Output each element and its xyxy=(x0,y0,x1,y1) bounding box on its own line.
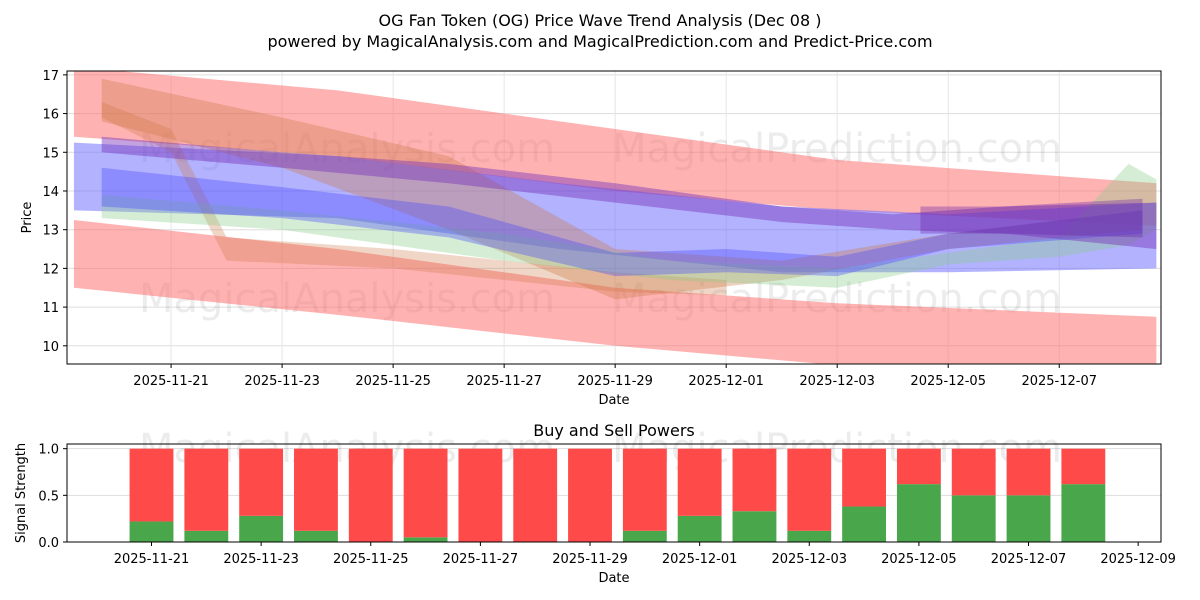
y-tick-label: 17 xyxy=(42,69,59,84)
band-upper-red xyxy=(73,71,1157,226)
band-lower-red xyxy=(73,220,1157,364)
y-tick-label: 15 xyxy=(42,146,59,161)
y-tick-label: 0.5 xyxy=(38,489,59,504)
buy-bar xyxy=(1061,484,1106,542)
y-tick-label: 0.0 xyxy=(38,536,59,551)
band-purple-dark xyxy=(920,198,1143,238)
x-axis-label: Date xyxy=(598,571,629,586)
band-brown xyxy=(101,78,1143,300)
sell-bar xyxy=(348,448,393,542)
sell-bar xyxy=(568,448,612,542)
x-tick-label: 2025-12-01 xyxy=(662,552,738,567)
band-green xyxy=(101,163,1157,288)
x-tick-label: 2025-11-27 xyxy=(443,552,519,567)
x-tick-label: 2025-12-07 xyxy=(1021,374,1097,389)
buy-bar xyxy=(896,484,941,542)
y-tick-label: 16 xyxy=(42,108,59,123)
band-brown-step xyxy=(101,101,727,296)
y-axis-label: Price xyxy=(20,202,35,234)
sell-bar xyxy=(896,448,941,485)
x-tick-label: 2025-11-23 xyxy=(223,552,299,567)
y-tick-label: 1.0 xyxy=(38,443,59,458)
chart-title: OG Fan Token (OG) Price Wave Trend Analy… xyxy=(379,11,822,30)
buy-bar xyxy=(622,530,667,542)
sell-bar xyxy=(513,448,558,542)
y-tick-label: 13 xyxy=(42,224,59,239)
x-tick-label: 2025-12-01 xyxy=(688,374,764,389)
x-tick-label: 2025-12-07 xyxy=(991,552,1067,567)
sell-bar xyxy=(951,448,996,496)
x-axis-label: Date xyxy=(598,393,629,408)
x-tick-label: 2025-11-25 xyxy=(355,374,431,389)
buy-sell-title: Buy and Sell Powers xyxy=(533,421,695,440)
buy-bar xyxy=(732,511,777,542)
sell-bar xyxy=(129,448,174,522)
x-tick-label: 2025-11-21 xyxy=(133,374,209,389)
sell-bar xyxy=(1006,448,1051,496)
sell-bar xyxy=(732,448,777,512)
buy-bar xyxy=(951,495,996,542)
buy-bar xyxy=(239,515,284,542)
buy-bar xyxy=(677,515,722,542)
x-tick-label: 2025-12-03 xyxy=(799,374,875,389)
x-tick-label: 2025-12-05 xyxy=(910,374,986,389)
sell-bar xyxy=(239,448,284,516)
x-tick-label: 2025-11-23 xyxy=(244,374,320,389)
sell-bar xyxy=(294,448,338,531)
x-tick-label: 2025-12-03 xyxy=(771,552,847,567)
chart-subtitle: powered by MagicalAnalysis.com and Magic… xyxy=(267,32,932,51)
sell-bar xyxy=(787,448,832,531)
sell-bar xyxy=(842,448,887,507)
sell-bar xyxy=(677,448,722,516)
y-tick-label: 14 xyxy=(42,185,59,200)
band-dark-blue xyxy=(101,167,1143,277)
buy-bar xyxy=(129,521,174,542)
x-tick-label: 2025-11-21 xyxy=(114,552,190,567)
y-tick-label: 10 xyxy=(42,340,59,355)
x-tick-label: 2025-11-27 xyxy=(466,374,542,389)
sell-bar xyxy=(403,448,448,538)
x-tick-label: 2025-11-25 xyxy=(333,552,409,567)
sell-bar xyxy=(622,448,667,531)
plot-frame xyxy=(66,70,1162,365)
x-tick-label: 2025-11-29 xyxy=(552,552,628,567)
plot-frame xyxy=(66,443,1162,543)
buy-bar xyxy=(184,530,229,542)
band-purple xyxy=(101,136,1157,250)
buy-bar xyxy=(294,530,338,542)
x-tick-label: 2025-12-05 xyxy=(881,552,957,567)
sell-bar xyxy=(1061,448,1106,485)
x-tick-label: 2025-11-29 xyxy=(577,374,653,389)
band-wide-blue xyxy=(73,142,1157,273)
sell-bar xyxy=(184,448,229,531)
y-tick-label: 12 xyxy=(42,262,59,277)
buy-bar xyxy=(787,530,832,542)
buy-bar xyxy=(1006,495,1051,542)
x-tick-label: 2025-12-09 xyxy=(1100,552,1176,567)
sell-bar xyxy=(458,448,503,542)
buy-bar xyxy=(842,506,887,542)
price-wave-chart: 10 11 12 13 14 15 16 17 2025-11-21 2025-11-23 2025… xyxy=(20,69,1162,408)
y-axis-label: Signal Strength xyxy=(14,443,29,543)
y-tick-label: 11 xyxy=(42,301,59,316)
buy-bar xyxy=(403,537,448,542)
